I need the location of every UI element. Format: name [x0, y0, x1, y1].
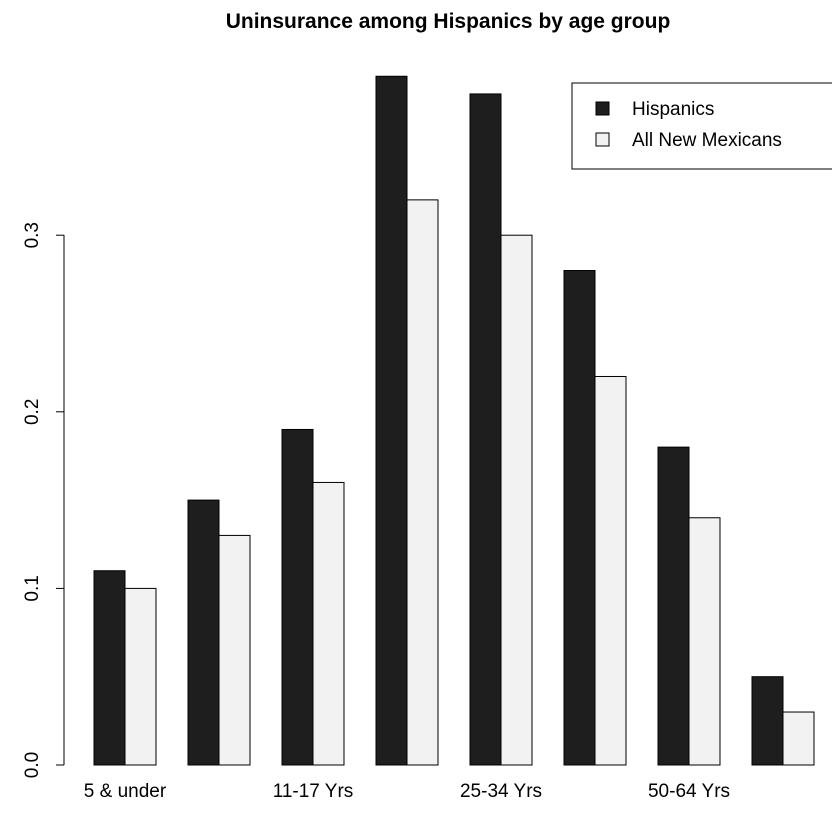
legend-box	[571, 82, 832, 170]
bar-all-new-mexicans	[500, 234, 533, 766]
bar-all-new-mexicans	[594, 375, 627, 766]
bar-hispanics	[281, 428, 314, 766]
bar-hispanics	[751, 676, 784, 766]
bar-all-new-mexicans	[124, 587, 157, 766]
chart-title: Uninsurance among Hispanics by age group	[226, 10, 671, 33]
x-axis-tick-labels: 5 & under 11-17 Yrs 25-34 Yrs 50-64 Yrs	[84, 781, 730, 802]
bar-all-new-mexicans	[218, 534, 251, 766]
bar-all-new-mexicans	[406, 199, 439, 766]
y-axis-ticks: 0.0 0.1 0.2 0.3	[22, 222, 64, 778]
bar-all-new-mexicans	[782, 711, 815, 766]
y-tick-label: 0.0	[22, 752, 43, 778]
legend-swatch-hispanics	[595, 101, 610, 116]
x-tick-label: 11-17 Yrs	[273, 781, 354, 802]
bars	[93, 75, 815, 766]
legend-label-hispanics: Hispanics	[632, 99, 714, 120]
x-tick-label: 25-34 Yrs	[460, 781, 542, 802]
x-tick-label: 5 & under	[84, 781, 167, 802]
bar-all-new-mexicans	[688, 517, 721, 766]
y-tick-label: 0.1	[22, 575, 43, 601]
bar-hispanics	[469, 93, 502, 766]
legend-label-all-new-mexicans: All New Mexicans	[632, 130, 782, 151]
bar-hispanics	[187, 499, 220, 766]
y-tick-label: 0.2	[22, 399, 43, 425]
y-tick-label: 0.3	[22, 222, 43, 248]
bar-hispanics	[563, 270, 596, 766]
bar-hispanics	[657, 446, 690, 766]
bar-hispanics	[93, 570, 126, 766]
legend-swatch-all-new-mexicans	[595, 132, 610, 147]
legend: Hispanics All New Mexicans	[571, 82, 832, 170]
x-tick-label: 50-64 Yrs	[648, 781, 730, 802]
bar-all-new-mexicans	[312, 481, 345, 766]
bar-hispanics	[375, 75, 408, 766]
